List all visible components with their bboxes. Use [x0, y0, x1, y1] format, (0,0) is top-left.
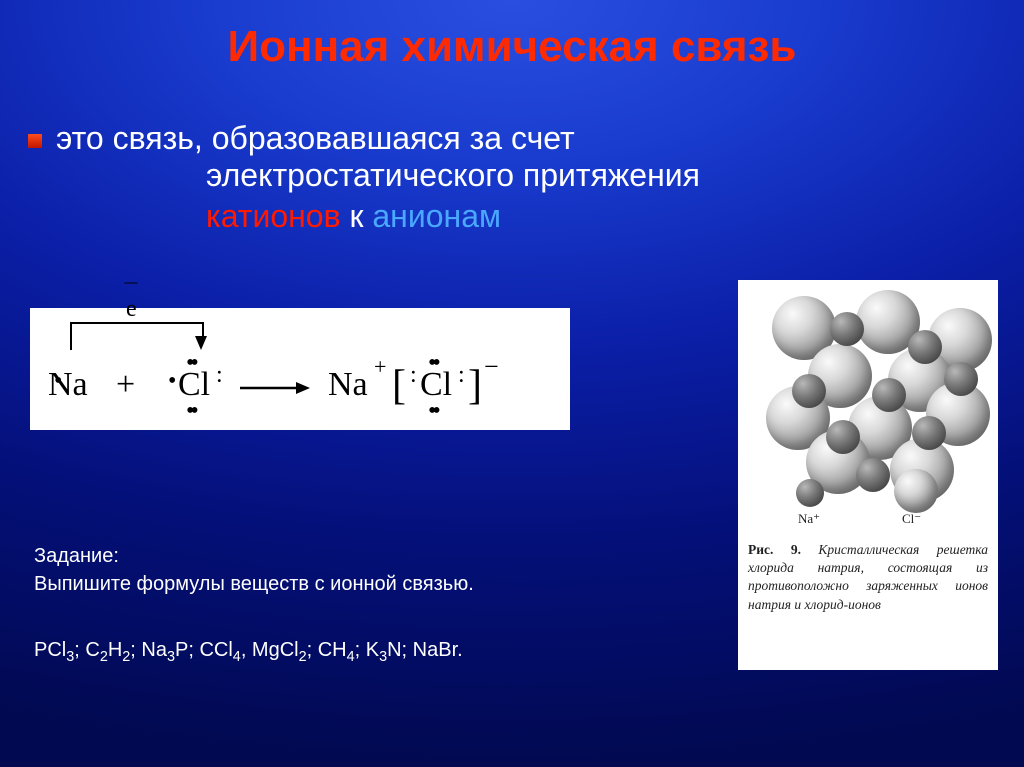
definition-prep: к	[341, 198, 373, 234]
e-transfer-bracket	[70, 322, 204, 342]
bracket-open: [	[392, 362, 406, 410]
task-instruction: Выпишите формулы веществ с ионной связью…	[34, 570, 674, 598]
legend-na-sphere	[796, 479, 824, 507]
legend-cl-sphere	[894, 469, 938, 513]
legend-cl-label: Cl⁻	[902, 511, 921, 527]
e-transfer-bar: ‾‾	[125, 282, 133, 309]
eq-cl-product: Cl	[420, 366, 452, 404]
anion-word: анионам	[372, 198, 501, 234]
cl2-dot-left: :	[410, 372, 412, 378]
equation-inner: e ‾‾ • Na + • • • Cl : • • Na + [ • • :	[30, 308, 570, 430]
figure-caption: Рис. 9. Кристаллическая решетка хлорида …	[738, 535, 998, 622]
na-sphere	[944, 362, 978, 396]
equation-box: e ‾‾ • Na + • • • Cl : • • Na + [ • • :	[30, 308, 570, 430]
definition-line-3: катионов к анионам	[206, 198, 700, 235]
definition-block: это связь, образовавшаяся за счет электр…	[28, 120, 728, 241]
e-transfer-tick-left	[70, 340, 72, 350]
figure-panel: Na⁺ Cl⁻ Рис. 9. Кристаллическая решетка …	[738, 280, 998, 670]
eq-na: Na	[48, 366, 88, 404]
eq-cl: Cl	[178, 366, 210, 404]
cl2-dot-right: :	[458, 372, 460, 378]
kation-word: катионов	[206, 198, 341, 234]
figure-caption-label: Рис. 9.	[748, 542, 801, 557]
bullet-row: это связь, образовавшаяся за счет электр…	[28, 120, 728, 235]
sphere-cluster	[752, 286, 984, 486]
cl2-dot-bot: • •	[428, 408, 436, 414]
eq-plus: +	[116, 366, 135, 404]
definition-line-1: это связь, образовавшаяся за счет	[56, 120, 700, 157]
cl-dot-right: :	[216, 372, 218, 378]
cl-dot-left: •	[168, 378, 171, 384]
eq-cl-charge: −	[484, 352, 499, 382]
eq-na-charge: +	[374, 354, 386, 380]
crystal-lattice-image: Na⁺ Cl⁻	[738, 280, 998, 535]
eq-na-product: Na	[328, 366, 368, 404]
task-block: Задание: Выпишите формулы веществ с ионн…	[34, 542, 674, 667]
slide: Ионная химическая связь это связь, образ…	[0, 0, 1024, 767]
legend-na-label: Na⁺	[798, 511, 820, 527]
na-sphere	[912, 416, 946, 450]
definition-line-2: электростатического притяжения	[206, 157, 700, 194]
bullet-icon	[28, 134, 42, 148]
na-sphere	[872, 378, 906, 412]
e-transfer-arrowhead	[194, 336, 208, 354]
figure-legend: Na⁺ Cl⁻	[738, 475, 998, 531]
na-sphere	[908, 330, 942, 364]
reaction-arrow-icon	[240, 380, 310, 396]
na-sphere	[830, 312, 864, 346]
na-sphere	[826, 420, 860, 454]
task-heading: Задание:	[34, 542, 674, 570]
slide-title: Ионная химическая связь	[0, 0, 1024, 72]
cl-dot-bot: • •	[186, 408, 194, 414]
na-sphere	[792, 374, 826, 408]
bracket-close: ]	[468, 362, 482, 410]
task-formulas: PCl3; C2H2; Na3P; CCl4, MgCl2; CH4; K3N;…	[34, 636, 674, 667]
